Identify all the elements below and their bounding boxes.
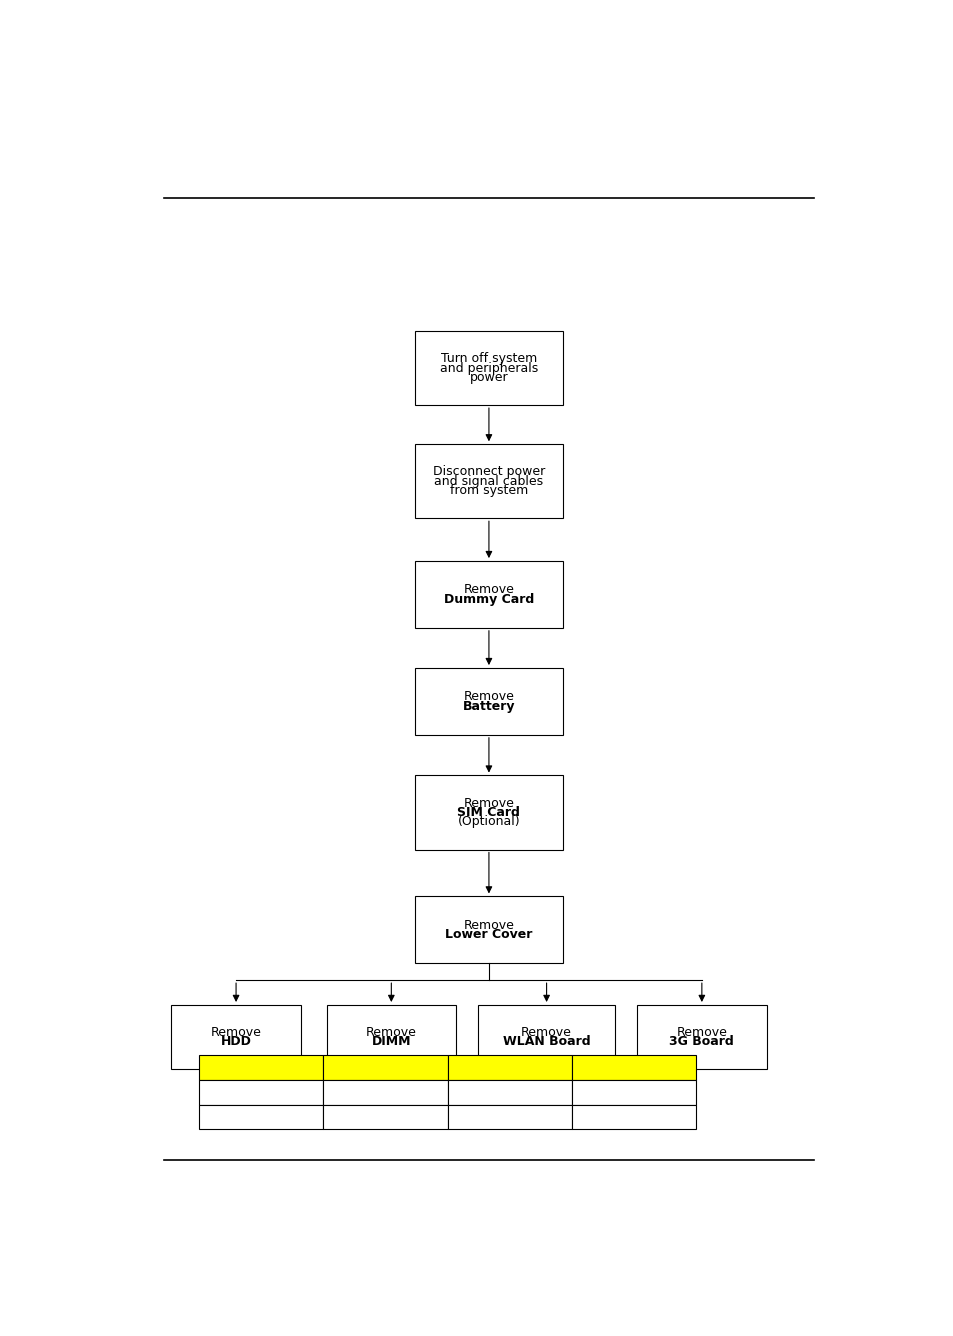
Text: Lower Cover: Lower Cover (445, 929, 532, 941)
Text: Remove: Remove (463, 691, 514, 703)
Bar (199, 1105, 323, 1129)
Bar (447, 1079, 571, 1105)
Bar (571, 1105, 696, 1129)
Bar (447, 1105, 571, 1129)
Bar (415, 445, 562, 518)
Bar (477, 1005, 615, 1069)
Bar (199, 1055, 323, 1079)
Text: SIM Card: SIM Card (457, 806, 519, 819)
Bar (415, 561, 562, 628)
Text: DIMM: DIMM (371, 1035, 411, 1047)
Bar (172, 1005, 300, 1069)
Text: Remove: Remove (463, 796, 514, 810)
Bar (323, 1105, 447, 1129)
Text: Remove: Remove (520, 1026, 572, 1038)
Bar (415, 668, 562, 735)
Text: Remove: Remove (463, 584, 514, 596)
Bar (415, 775, 562, 850)
Text: Remove: Remove (366, 1026, 416, 1038)
Text: from system: from system (449, 484, 528, 497)
Bar (323, 1079, 447, 1105)
Bar (637, 1005, 766, 1069)
Bar (415, 331, 562, 405)
Text: Remove: Remove (463, 919, 514, 931)
Text: power: power (469, 371, 508, 383)
Text: Turn off system: Turn off system (440, 353, 537, 365)
Text: WLAN Board: WLAN Board (502, 1035, 590, 1047)
Bar (323, 1055, 447, 1079)
Text: and peripherals: and peripherals (439, 362, 537, 374)
Text: Remove: Remove (211, 1026, 261, 1038)
Text: Battery: Battery (462, 700, 515, 712)
Bar (571, 1079, 696, 1105)
Bar (415, 896, 562, 963)
Bar (447, 1055, 571, 1079)
Text: (Optional): (Optional) (457, 815, 519, 828)
Text: Disconnect power: Disconnect power (433, 465, 544, 478)
Bar (571, 1055, 696, 1079)
Bar (199, 1079, 323, 1105)
Text: Remove: Remove (676, 1026, 726, 1038)
Text: HDD: HDD (220, 1035, 252, 1047)
Text: Dummy Card: Dummy Card (443, 593, 534, 605)
Text: 3G Board: 3G Board (669, 1035, 734, 1047)
Text: and signal cables: and signal cables (434, 474, 543, 488)
Bar (326, 1005, 456, 1069)
